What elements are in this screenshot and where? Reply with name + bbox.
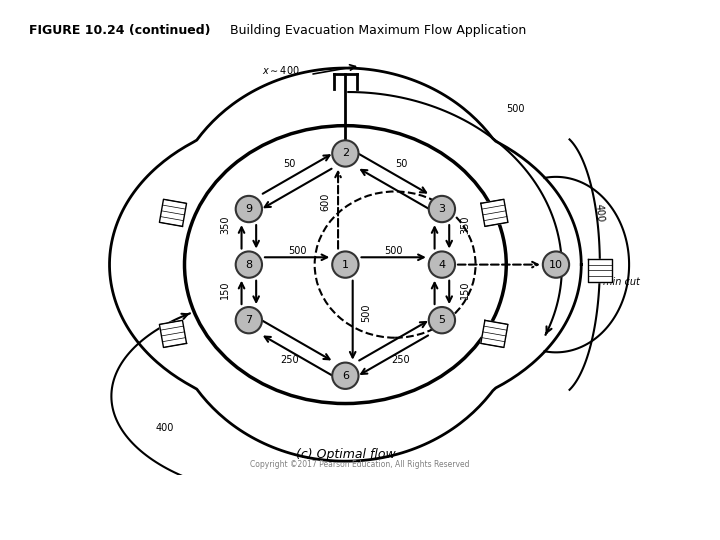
Text: Copyright ©2017 Pearson Education, All Rights Reserved: Copyright ©2017 Pearson Education, All R… <box>251 460 469 469</box>
Text: Building Evacuation Maximum Flow Application: Building Evacuation Maximum Flow Applica… <box>230 24 526 37</box>
Circle shape <box>332 362 359 389</box>
Text: 350: 350 <box>220 216 230 234</box>
Circle shape <box>428 196 455 222</box>
Text: 4: 4 <box>438 260 446 269</box>
Circle shape <box>235 307 262 333</box>
Text: 9: 9 <box>246 204 253 214</box>
Circle shape <box>428 307 455 333</box>
Circle shape <box>428 252 455 278</box>
Text: min cut: min cut <box>603 277 639 287</box>
Circle shape <box>332 140 359 167</box>
Text: Copyright © 2017, 1998 by Pearson Education, Inc.: Copyright © 2017, 1998 by Pearson Educat… <box>432 495 684 505</box>
Text: 250: 250 <box>392 355 410 365</box>
Text: All Rights Reserved: All Rights Reserved <box>432 516 527 526</box>
Text: (c) Optimal flow: (c) Optimal flow <box>295 448 395 461</box>
Text: Optimization in Operations Research , 2e: Optimization in Operations Research , 2e <box>122 495 324 505</box>
Text: 250: 250 <box>281 355 299 365</box>
Text: 400: 400 <box>594 204 606 222</box>
Circle shape <box>332 252 359 278</box>
Text: 150: 150 <box>220 280 230 299</box>
Text: Ronald L. Rardin: Ronald L. Rardin <box>122 516 202 526</box>
Text: 500: 500 <box>361 303 371 322</box>
Text: 50: 50 <box>284 159 296 168</box>
Text: $x \sim 400$: $x \sim 400$ <box>262 64 300 77</box>
Text: ALWAYS LEARNING: ALWAYS LEARNING <box>14 501 132 511</box>
Text: 500: 500 <box>384 246 403 256</box>
Text: 6: 6 <box>342 371 349 381</box>
Text: PEARSON: PEARSON <box>670 500 720 518</box>
Text: 10: 10 <box>549 260 563 269</box>
Polygon shape <box>159 199 186 226</box>
Text: 500: 500 <box>506 105 525 114</box>
Text: FIGURE 10.24 (continued): FIGURE 10.24 (continued) <box>29 24 210 37</box>
Text: 1: 1 <box>342 260 349 269</box>
Circle shape <box>235 252 262 278</box>
Text: 7: 7 <box>246 315 253 325</box>
Text: 500: 500 <box>288 246 307 256</box>
Text: 50: 50 <box>395 159 407 168</box>
Polygon shape <box>159 320 186 347</box>
Text: 400: 400 <box>156 423 174 433</box>
Text: 5: 5 <box>438 315 446 325</box>
Polygon shape <box>481 320 508 347</box>
Text: 8: 8 <box>246 260 253 269</box>
Polygon shape <box>588 259 611 282</box>
Text: 3: 3 <box>438 204 446 214</box>
Polygon shape <box>481 199 508 226</box>
Circle shape <box>235 196 262 222</box>
Circle shape <box>543 252 569 278</box>
Text: 150: 150 <box>460 280 470 299</box>
Text: 350: 350 <box>460 216 470 234</box>
Text: 2: 2 <box>342 148 349 158</box>
Text: 600: 600 <box>320 193 330 211</box>
